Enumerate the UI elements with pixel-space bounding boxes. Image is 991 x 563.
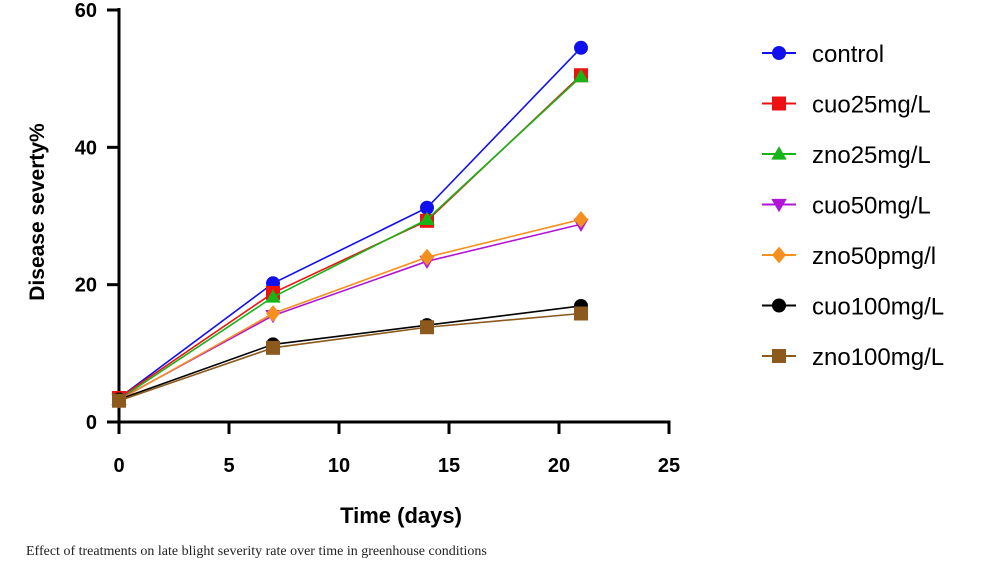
legend-marker	[772, 96, 786, 111]
x-tick-label: 25	[658, 455, 680, 477]
legend-label: zno25mg/L	[812, 142, 931, 169]
series-zno100mg-l	[112, 306, 588, 408]
series-cuo100mg-l	[112, 298, 588, 407]
y-tick-label: 0	[86, 412, 97, 434]
data-point	[420, 320, 434, 335]
series-line	[118, 218, 582, 401]
legend-item: zno100mg/L	[762, 344, 944, 371]
x-axis: 0 5 10 15 20 25	[113, 420, 680, 477]
series-line	[118, 47, 582, 399]
legend-marker	[771, 198, 787, 213]
x-tick-label: 10	[328, 455, 350, 477]
series-layer	[111, 40, 589, 409]
legend-item: zno25mg/L	[762, 142, 931, 169]
data-point	[419, 211, 435, 226]
legend-label: zno100mg/L	[812, 344, 944, 371]
data-point	[266, 340, 280, 355]
legend-marker	[772, 349, 786, 363]
legend-item: cuo25mg/L	[762, 92, 931, 119]
data-point	[420, 200, 434, 215]
legend-label: cuo25mg/L	[812, 92, 931, 119]
y-tick-label: 60	[75, 0, 97, 22]
data-point	[573, 68, 589, 83]
legend-item: control	[762, 41, 884, 68]
legend-label: zno50pmg/l	[812, 243, 936, 270]
series-line	[118, 76, 582, 401]
y-axis: 0 20 40 60	[75, 0, 121, 434]
data-point	[574, 40, 588, 55]
legend-label: cuo100mg/L	[812, 294, 944, 321]
y-tick-label: 40	[75, 137, 97, 159]
series-cuo25mg-l	[112, 68, 588, 405]
series-zno50pmg-l	[112, 211, 588, 409]
series-line	[118, 223, 582, 401]
legend-label: cuo50mg/L	[812, 193, 931, 220]
data-point	[266, 305, 280, 322]
data-point	[574, 306, 588, 321]
x-tick-label: 5	[223, 455, 234, 477]
legend-marker	[772, 46, 786, 60]
x-tick-label: 15	[438, 455, 460, 477]
figure-caption: Effect of treatments on late blight seve…	[26, 544, 487, 559]
y-axis-title: Disease severty%	[26, 123, 49, 301]
x-tick-label: 20	[548, 455, 570, 477]
legend-marker	[771, 146, 787, 160]
data-point	[420, 248, 434, 266]
line-chart: 0 5 10 15 20 25 0 20 40 60 control cuo25mg/L zno25…	[26, 0, 944, 528]
legend-marker	[772, 246, 786, 264]
legend-item: cuo100mg/L	[762, 294, 944, 321]
data-point	[265, 289, 281, 303]
data-point	[574, 211, 588, 228]
legend-marker	[772, 298, 786, 313]
data-point	[112, 393, 126, 408]
y-tick-label: 20	[75, 275, 97, 297]
x-axis-title: Time (days)	[340, 503, 462, 528]
x-tick-label: 0	[113, 455, 124, 477]
series-control	[112, 40, 588, 405]
legend: control cuo25mg/L zno25mg/L cuo50mg/L zno50p…	[762, 41, 944, 371]
legend-label: control	[812, 41, 884, 68]
series-line	[118, 305, 582, 401]
series-line	[118, 312, 582, 402]
legend-item: zno50pmg/l	[762, 243, 936, 270]
legend-item: cuo50mg/L	[762, 193, 931, 220]
